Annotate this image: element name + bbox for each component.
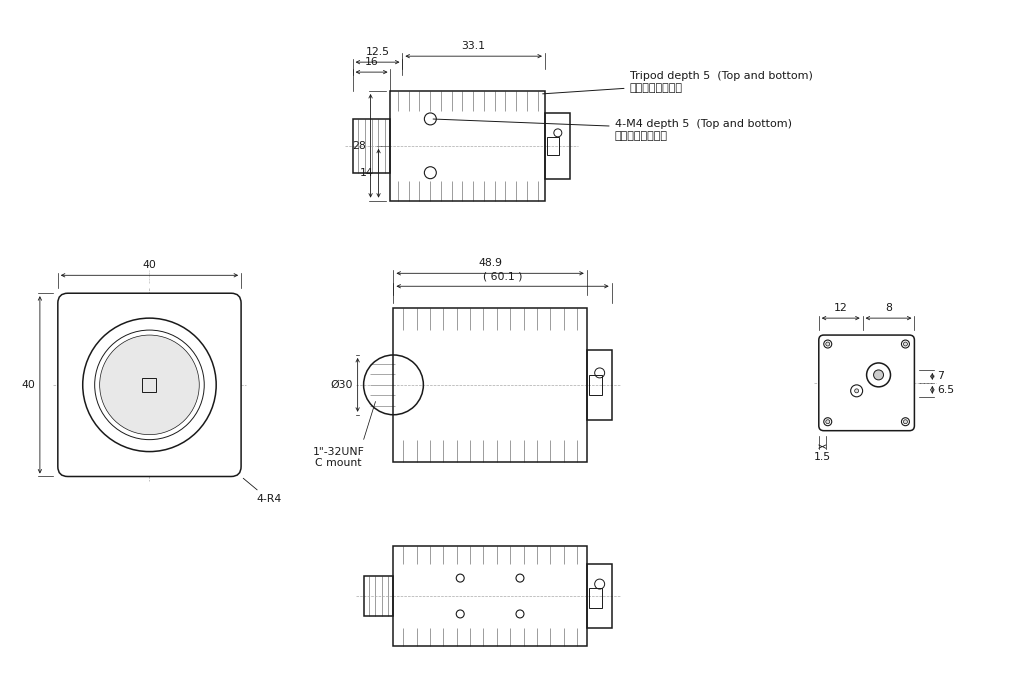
Text: 12.5: 12.5 <box>366 47 389 57</box>
Bar <box>589 588 602 608</box>
Bar <box>142 378 157 392</box>
Text: 40: 40 <box>142 260 157 270</box>
Circle shape <box>826 420 830 424</box>
Text: 12: 12 <box>834 303 848 313</box>
Circle shape <box>855 389 859 393</box>
Bar <box>547 136 559 155</box>
Circle shape <box>100 335 199 435</box>
Text: 33.1: 33.1 <box>461 41 486 51</box>
Text: 48.9: 48.9 <box>478 258 502 268</box>
Text: 4-R4: 4-R4 <box>243 478 281 505</box>
Text: 14: 14 <box>359 168 374 178</box>
Circle shape <box>903 342 907 346</box>
Text: ( 60.1 ): ( 60.1 ) <box>483 272 522 281</box>
Text: 40: 40 <box>21 380 35 390</box>
FancyBboxPatch shape <box>819 335 915 430</box>
Bar <box>393 546 587 646</box>
Bar <box>364 576 393 616</box>
Text: Ø30: Ø30 <box>331 380 352 390</box>
Text: Tripod depth 5  (Top and bottom)
（対面同一形状）: Tripod depth 5 (Top and bottom) （対面同一形状） <box>543 71 813 94</box>
Text: 1.5: 1.5 <box>814 452 831 461</box>
Text: 4-M4 depth 5  (Top and bottom)
（対面同一形状）: 4-M4 depth 5 (Top and bottom) （対面同一形状） <box>433 119 792 141</box>
Bar <box>587 350 612 420</box>
Text: 8: 8 <box>885 303 892 313</box>
Bar <box>589 375 602 395</box>
Text: 6.5: 6.5 <box>937 385 955 395</box>
Circle shape <box>903 420 907 424</box>
Circle shape <box>873 370 884 380</box>
Bar <box>545 113 570 178</box>
Bar <box>390 91 545 201</box>
Text: 16: 16 <box>365 57 378 67</box>
Text: 28: 28 <box>352 141 366 150</box>
Text: 1"-32UNF
C mount: 1"-32UNF C mount <box>313 447 365 468</box>
Bar <box>587 564 612 628</box>
FancyBboxPatch shape <box>58 293 241 477</box>
Bar <box>352 119 390 173</box>
Circle shape <box>826 342 830 346</box>
Bar <box>393 308 587 461</box>
Text: 7: 7 <box>937 372 945 382</box>
